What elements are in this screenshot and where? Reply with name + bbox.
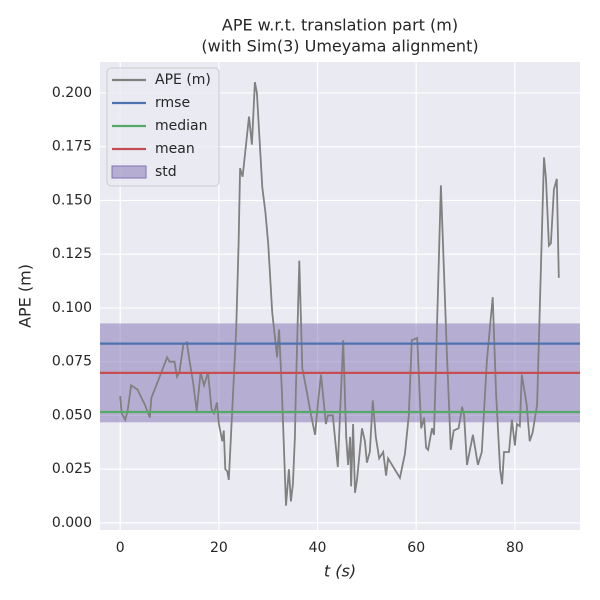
y-tick-label: 0.100 bbox=[52, 300, 92, 316]
legend-label: APE (m) bbox=[155, 72, 211, 88]
legend-swatch bbox=[111, 165, 147, 179]
legend-label: median bbox=[155, 118, 207, 134]
y-tick-label: 0.025 bbox=[52, 461, 92, 477]
legend-box bbox=[106, 67, 220, 187]
legend-label: rmse bbox=[155, 95, 190, 111]
x-tick-label: 20 bbox=[210, 540, 228, 556]
y-axis-label: APE (m) bbox=[16, 264, 35, 328]
ape-line bbox=[119, 82, 560, 506]
legend-label: std bbox=[155, 164, 177, 180]
y-tick-label: 0.125 bbox=[52, 246, 92, 262]
y-tick-label: 0.200 bbox=[52, 85, 92, 101]
legend-label: mean bbox=[155, 141, 195, 157]
y-tick-label: 0.000 bbox=[52, 515, 92, 531]
y-tick-label: 0.175 bbox=[52, 139, 92, 155]
x-axis-label: t (s) bbox=[324, 562, 356, 581]
y-tick-label: 0.150 bbox=[52, 192, 92, 208]
x-tick-label: 40 bbox=[309, 540, 327, 556]
chart-subtitle: (with Sim(3) Umeyama alignment) bbox=[201, 37, 478, 56]
x-tick-label: 60 bbox=[407, 540, 425, 556]
x-tick-label: 80 bbox=[506, 540, 524, 556]
y-tick-label: 0.075 bbox=[52, 354, 92, 370]
y-tick-label: 0.050 bbox=[52, 407, 92, 423]
chart-title: APE w.r.t. translation part (m) bbox=[222, 16, 458, 35]
x-tick-label: 0 bbox=[116, 540, 125, 556]
